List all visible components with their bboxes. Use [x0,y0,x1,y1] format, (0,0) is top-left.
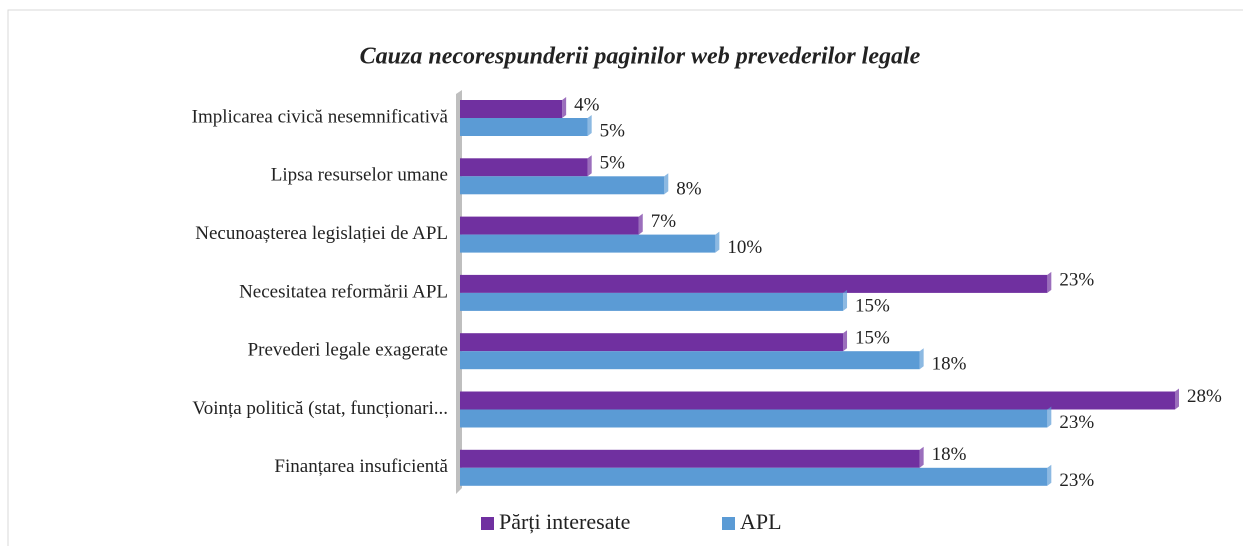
bar [460,158,588,177]
legend-label: Părți interesate [499,509,630,534]
bar-side [715,231,720,253]
bar [460,467,1048,486]
bar [460,176,665,195]
value-label: 18% [932,354,967,375]
bar-side [664,173,669,195]
value-label: 5% [600,153,626,174]
chart-title: Cauza necorespunderii paginilor web prev… [360,44,921,70]
legend-label: APL [740,509,782,534]
category-label: Necesitatea reformării APL [239,281,448,302]
bar-side [587,115,592,136]
value-label: 18% [932,444,967,465]
value-label: 23% [1059,412,1094,433]
value-label: 15% [855,295,890,316]
bar [460,449,920,468]
value-label: 23% [1059,470,1094,491]
value-label: 23% [1059,269,1094,290]
bar [460,234,716,253]
bar-side [1047,271,1052,293]
bar-side [919,446,924,468]
legend-swatch [481,517,494,530]
bar-side [587,155,592,177]
value-label: 4% [574,94,600,115]
bar [460,333,844,352]
bar [460,292,844,311]
category-label: Lipsa resurselor umane [271,165,448,186]
bar-side [562,97,567,118]
value-label: 7% [651,211,677,232]
bar-side [638,213,643,235]
bar-side [843,330,848,352]
legend-swatch [722,517,735,530]
bar-side [843,289,848,311]
bar [460,274,1048,293]
bar-side [1047,464,1052,486]
category-label: Voința politică (stat, funcționari... [192,398,448,419]
bar [460,100,563,118]
bar-side [1175,388,1179,410]
value-label: 10% [727,237,762,258]
category-label: Necunoașterea legislației de APL [195,223,448,244]
bar [460,391,1175,410]
category-label: Implicarea civică nesemnificativă [192,106,449,127]
bar [460,351,920,370]
value-label: 8% [676,179,702,200]
bar [460,118,588,136]
value-label: 15% [855,328,890,349]
category-label: Prevederi legale exagerate [248,340,448,361]
chart-frame [7,9,1243,546]
bar [460,409,1048,428]
bar [460,216,639,235]
bar-side [1047,406,1052,428]
value-label: 5% [600,120,626,141]
bar-side [919,348,924,370]
value-label: 28% [1187,386,1222,407]
category-label: Finanțarea insuficientă [274,456,448,477]
